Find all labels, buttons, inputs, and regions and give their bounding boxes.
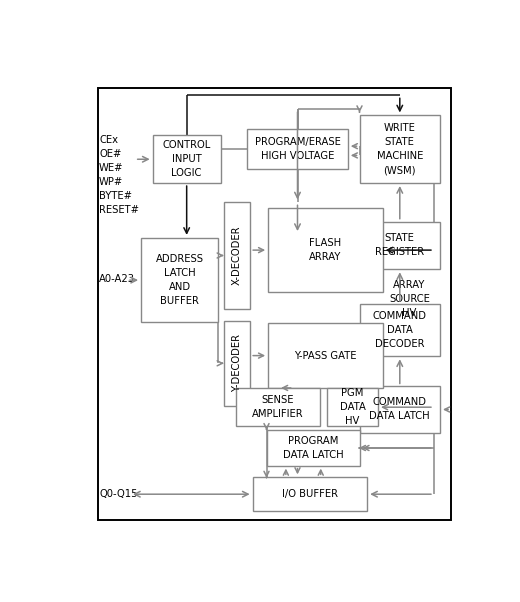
Text: PROGRAM
DATA LATCH: PROGRAM DATA LATCH xyxy=(283,436,343,460)
Text: FLASH
ARRAY: FLASH ARRAY xyxy=(309,238,342,262)
Text: STATE
REGISTER: STATE REGISTER xyxy=(375,234,424,258)
Text: Y-PASS GATE: Y-PASS GATE xyxy=(294,350,357,361)
Bar xyxy=(268,323,383,388)
Bar xyxy=(359,116,440,183)
Text: PGM
DATA
HV: PGM DATA HV xyxy=(340,388,366,426)
Text: A0-A23: A0-A23 xyxy=(99,273,135,284)
Text: COMMAND
DATA
DECODER: COMMAND DATA DECODER xyxy=(373,311,427,349)
Bar xyxy=(141,238,218,323)
Bar xyxy=(247,129,348,169)
Text: Q0-Q15: Q0-Q15 xyxy=(99,489,138,499)
Bar xyxy=(359,386,440,433)
Bar xyxy=(268,208,383,293)
Text: PROGRAM/ERASE
HIGH VOLTAGE: PROGRAM/ERASE HIGH VOLTAGE xyxy=(255,137,341,161)
Bar xyxy=(359,222,440,269)
Text: CEx
OE#
WE#
WP#
BYTE#
RESET#: CEx OE# WE# WP# BYTE# RESET# xyxy=(99,135,139,216)
Bar xyxy=(224,202,250,309)
Bar xyxy=(224,321,250,406)
Text: ADDRESS
LATCH
AND
BUFFER: ADDRESS LATCH AND BUFFER xyxy=(155,254,204,306)
Text: X-DECODER: X-DECODER xyxy=(232,226,242,285)
Bar xyxy=(236,388,320,426)
Text: ARRAY
SOURCE
HV: ARRAY SOURCE HV xyxy=(389,281,430,318)
Text: COMMAND
DATA LATCH: COMMAND DATA LATCH xyxy=(370,397,430,421)
Text: Y-DECODER: Y-DECODER xyxy=(232,334,242,393)
Text: WRITE
STATE
MACHINE
(WSM): WRITE STATE MACHINE (WSM) xyxy=(376,123,423,175)
Bar xyxy=(253,477,367,511)
Bar xyxy=(327,388,378,426)
Text: CONTROL
INPUT
LOGIC: CONTROL INPUT LOGIC xyxy=(163,140,211,178)
Bar xyxy=(359,304,440,356)
Text: I/O BUFFER: I/O BUFFER xyxy=(282,489,338,499)
Text: SENSE
AMPLIFIER: SENSE AMPLIFIER xyxy=(252,395,304,419)
Bar xyxy=(267,430,359,466)
Bar xyxy=(152,135,221,183)
Bar xyxy=(98,88,451,520)
